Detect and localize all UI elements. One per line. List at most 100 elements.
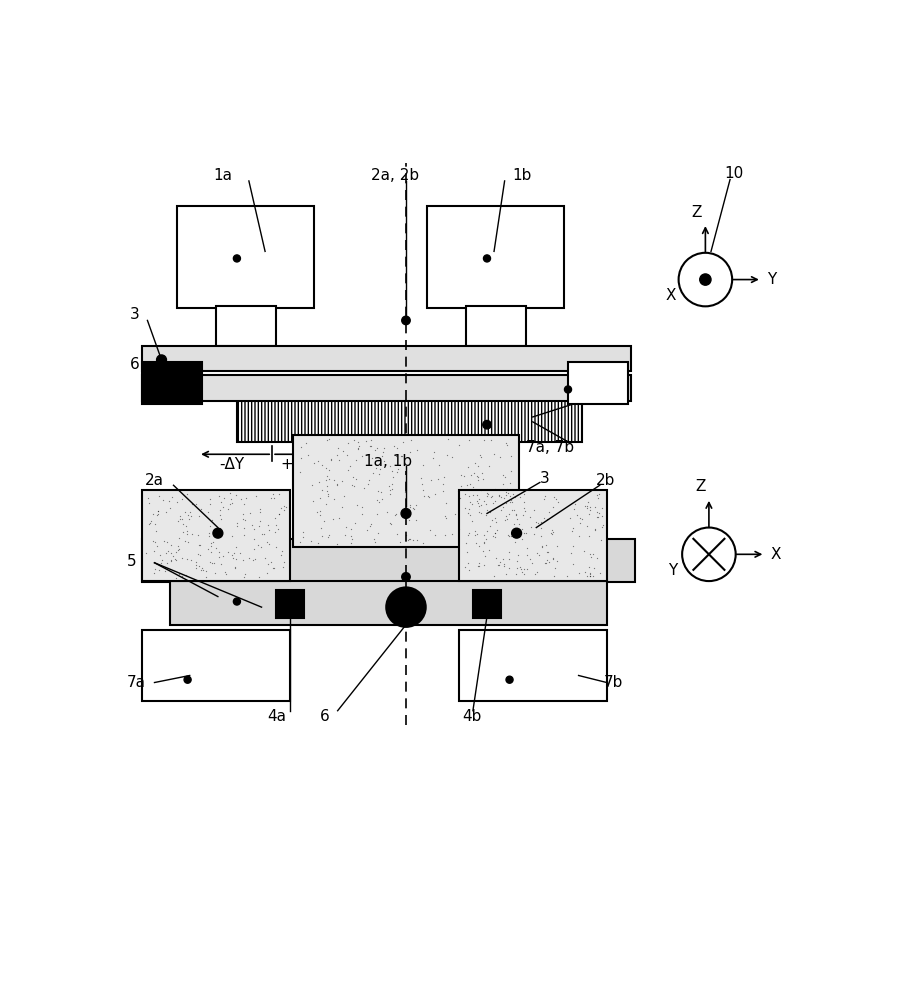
Circle shape [679,253,732,306]
Point [147,565,162,581]
Point [577,498,592,514]
Point [484,432,498,448]
Point [246,541,261,557]
Point [462,525,476,541]
Point [485,512,500,528]
Point [423,522,437,538]
Point [504,463,518,479]
Point [488,493,503,509]
Point [177,504,192,520]
Point [257,526,272,542]
Point [516,525,531,541]
Point [230,518,245,534]
Bar [215,306,275,346]
Point [225,547,240,563]
Point [368,442,383,458]
Point [516,500,531,516]
Point [383,482,397,498]
Point [236,569,251,585]
Point [175,491,189,507]
Point [524,519,538,535]
Point [506,486,521,502]
Bar [142,346,632,371]
Point [142,516,156,532]
Point [472,504,486,520]
Point [458,559,473,575]
Point [194,562,208,578]
Point [500,511,514,527]
Point [402,512,416,528]
Point [560,568,574,584]
Point [487,529,502,545]
Point [159,504,174,520]
Text: Z: Z [692,205,702,220]
Point [498,484,513,500]
Point [545,508,560,524]
Point [266,486,281,502]
Point [189,560,204,576]
Point [208,540,223,556]
Point [185,508,199,524]
Point [530,564,544,580]
Point [509,507,524,523]
Point [260,565,275,581]
Point [386,438,401,454]
Text: 1a, 1b: 1a, 1b [365,454,413,469]
Point [404,432,418,448]
Point [506,502,521,518]
Text: 2a, 2b: 2a, 2b [372,168,419,183]
Point [305,493,320,509]
Point [466,465,481,481]
Point [171,513,185,529]
Point [503,475,517,491]
Point [406,532,421,548]
Point [415,482,430,498]
Point [212,488,226,504]
Point [461,459,475,475]
Point [501,527,515,543]
Point [453,490,467,506]
Point [237,496,252,512]
Point [206,555,221,571]
Point [203,554,217,570]
Point [482,542,496,558]
Point [393,534,407,550]
Point [148,516,163,532]
Point [428,527,443,543]
Point [148,523,163,539]
Point [439,495,454,511]
Point [583,566,597,582]
Point [372,466,386,482]
Point [226,550,241,566]
Point [472,498,486,514]
Bar [142,490,290,581]
Circle shape [156,355,166,365]
Point [215,548,230,564]
Text: 1a: 1a [214,168,233,183]
Point [315,457,330,473]
Point [199,563,214,579]
Point [519,525,534,541]
Point [199,569,214,585]
Point [360,522,375,538]
Point [175,511,189,527]
Point [529,514,544,530]
Point [495,467,510,483]
Point [496,476,511,492]
Point [176,516,191,532]
Point [594,500,609,516]
Point [468,527,483,543]
Point [362,472,376,488]
Point [203,496,217,512]
Point [185,496,199,512]
Point [545,499,560,515]
Text: Y: Y [668,563,677,578]
Text: X: X [665,288,675,303]
Point [367,534,382,550]
Point [462,501,476,517]
Point [168,552,183,568]
Point [503,488,517,504]
Point [528,566,543,582]
Point [376,453,391,469]
Point [372,494,386,510]
